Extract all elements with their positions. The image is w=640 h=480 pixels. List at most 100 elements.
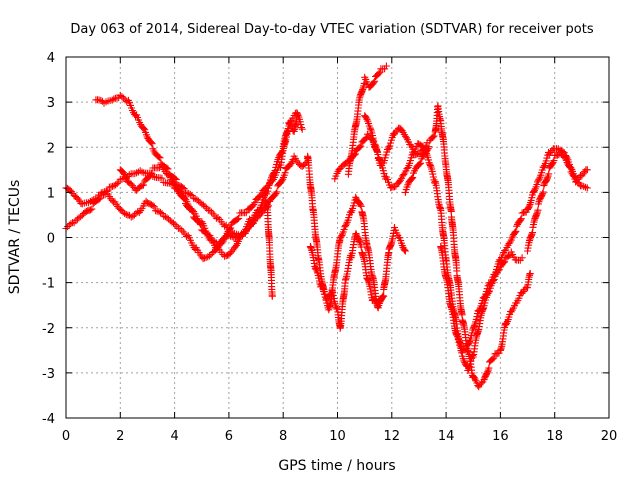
data-point — [242, 209, 250, 217]
data-point — [366, 124, 374, 132]
data-point — [176, 225, 184, 232]
data-point — [583, 184, 591, 192]
data-point — [273, 188, 281, 196]
data-point — [272, 190, 280, 197]
y-tick-label: -2 — [42, 322, 55, 337]
data-point — [294, 110, 301, 118]
data-point — [539, 190, 547, 198]
data-point — [325, 306, 333, 314]
data-point — [375, 70, 383, 78]
data-point — [426, 162, 434, 170]
data-point — [317, 281, 325, 289]
data-point — [511, 228, 519, 236]
data-point — [190, 194, 198, 202]
data-point — [64, 223, 72, 231]
data-point — [401, 247, 409, 255]
data-point — [483, 285, 491, 293]
data-point — [356, 201, 364, 209]
data-point — [196, 219, 204, 227]
data-point — [298, 125, 306, 133]
data-point — [513, 222, 521, 230]
data-point — [172, 182, 180, 190]
data-point — [429, 170, 437, 178]
data-point — [507, 308, 515, 316]
data-point — [118, 207, 126, 214]
data-point — [531, 186, 538, 194]
y-tick-label: 4 — [47, 51, 55, 66]
data-point — [171, 181, 179, 189]
data-point — [149, 202, 157, 209]
data-point — [202, 254, 210, 262]
data-point — [315, 277, 323, 285]
data-point — [332, 304, 340, 312]
data-point — [361, 135, 369, 143]
series-sat-track-d — [116, 109, 306, 250]
data-point — [351, 150, 359, 158]
data-point — [484, 368, 492, 376]
data-point — [362, 114, 370, 122]
data-point — [160, 212, 168, 220]
data-point — [512, 227, 520, 235]
data-point — [77, 213, 85, 221]
x-tick-label: 2 — [116, 429, 124, 444]
data-point — [188, 206, 196, 214]
data-point — [544, 174, 551, 182]
data-point — [418, 142, 426, 150]
data-point — [518, 254, 526, 262]
data-point — [485, 364, 493, 372]
data-point — [134, 208, 142, 216]
data-point — [227, 224, 235, 232]
x-tick-label: 16 — [492, 429, 509, 444]
data-point — [301, 160, 309, 168]
data-point — [208, 236, 215, 244]
x-tick-label: 20 — [601, 429, 618, 444]
data-point — [380, 292, 388, 300]
data-point — [409, 174, 417, 181]
data-point — [283, 133, 290, 141]
series-sat-track-l — [524, 148, 591, 255]
data-point — [471, 322, 478, 330]
data-point — [101, 191, 109, 199]
data-point — [140, 125, 148, 133]
x-tick-label: 0 — [62, 429, 70, 444]
data-point — [381, 154, 389, 162]
data-point — [72, 217, 80, 225]
data-point — [466, 338, 474, 346]
data-point — [357, 142, 365, 150]
data-point — [493, 265, 500, 273]
series-sat-track-f — [306, 230, 388, 332]
data-point — [538, 191, 546, 199]
data-point — [408, 175, 416, 182]
data-point — [263, 203, 271, 210]
data-point — [534, 206, 542, 214]
data-point — [67, 220, 75, 228]
data-point — [158, 174, 166, 182]
x-tick-label: 10 — [329, 429, 346, 444]
data-point — [540, 182, 548, 190]
y-tick-label: 1 — [47, 186, 55, 201]
data-point — [375, 154, 382, 161]
data-point — [490, 354, 498, 362]
data-point — [545, 170, 553, 178]
data-point — [525, 202, 533, 210]
data-point — [268, 292, 276, 300]
data-point — [265, 202, 272, 210]
data-point — [86, 206, 94, 214]
data-point — [505, 252, 512, 260]
data-point — [112, 181, 120, 189]
data-point — [251, 199, 259, 207]
data-point — [534, 176, 542, 184]
data-point — [429, 133, 437, 141]
data-point — [455, 338, 463, 346]
data-point — [155, 153, 163, 161]
data-point — [268, 177, 276, 185]
data-point — [240, 229, 248, 237]
data-point — [329, 292, 337, 299]
data-point — [163, 214, 171, 222]
data-point — [470, 323, 478, 331]
data-point — [338, 232, 346, 240]
data-point — [150, 203, 158, 211]
data-point — [501, 258, 509, 266]
data-point — [400, 171, 408, 179]
